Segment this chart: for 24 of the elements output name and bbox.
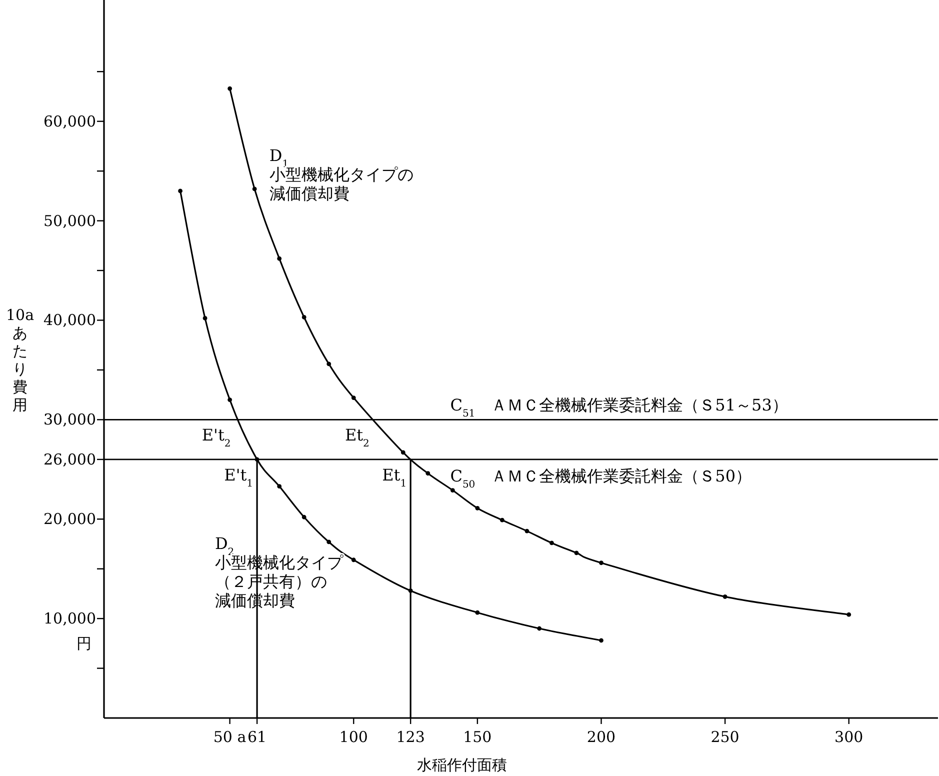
y-tick-label: 40,000 — [44, 311, 96, 330]
text: 円 — [76, 634, 92, 653]
text: C$_{51}$ ＡＭＣ全機械作業委託料金（Ｓ51～53） — [450, 396, 788, 420]
y-tick-label: 26,000 — [44, 450, 96, 468]
y-tick-label: 10,000 — [44, 610, 96, 628]
x-tick-label: 150 — [463, 728, 492, 746]
x-tick-label: 250 — [710, 728, 740, 746]
text: C$_{50}$ ＡＭＣ全機械作業委託料金（Ｓ50） — [450, 466, 752, 490]
y-axis-title: 10aあたり費用 — [6, 306, 34, 414]
x-tick-label: 300 — [834, 728, 864, 746]
annotation: E't$_{2}$ — [202, 426, 231, 450]
annotation: E't$_{1}$ — [224, 465, 254, 489]
x-tick-label: 200 — [586, 728, 616, 746]
x-tick-label: 50 a — [213, 728, 246, 746]
y-tick-label: 20,000 — [44, 510, 96, 528]
y-tick-label: 30,000 — [44, 410, 96, 429]
x-tick-label: 61 — [248, 728, 267, 746]
x-axis-title: 水稲作付面積 — [417, 756, 507, 774]
annotation: Et$_{1}$ — [382, 465, 407, 489]
x-tick-label: 123 — [396, 728, 425, 746]
x-tick-label: 100 — [339, 728, 368, 746]
y-tick-label: 50,000 — [44, 212, 96, 230]
annotation: Et$_{2}$ — [344, 426, 370, 450]
y-tick-label: 60,000 — [44, 112, 96, 130]
